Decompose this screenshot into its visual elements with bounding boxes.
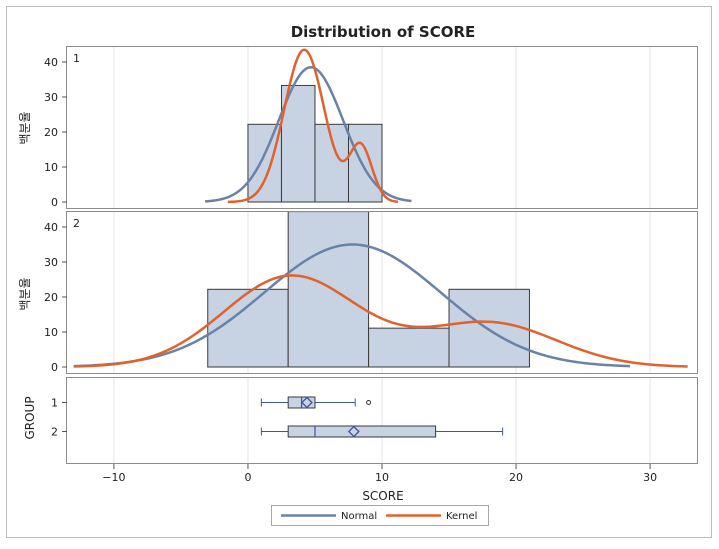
panel-1-ytick-label: 10 <box>44 161 58 174</box>
panel-1: 0 10 20 30 40 1 백분율 <box>18 46 698 209</box>
panel-2-ytick-label: 30 <box>44 256 58 269</box>
boxplot-boxes <box>260 396 504 438</box>
panel-2: 0 10 20 30 40 2 백분율 <box>18 211 698 374</box>
panel-2-bar <box>287 211 370 368</box>
panel-2-ytick-label: 10 <box>44 326 58 339</box>
x-tick-label: 30 <box>643 471 657 484</box>
panel-1-bar <box>347 123 383 203</box>
panel-1-y-axis-label: 백분율 <box>18 111 32 144</box>
boxplot-ytick-label: 2 <box>51 426 58 439</box>
panel-2-kernel-curve <box>73 274 688 368</box>
chart-title: Distribution of SCORE <box>291 23 476 41</box>
panel-1-ytick-label: 0 <box>51 196 58 209</box>
panel-2-bars <box>207 211 530 368</box>
panel-1-ytick-label: 30 <box>44 91 58 104</box>
panel-1-bar <box>280 84 316 203</box>
panel-1-ytick-label: 20 <box>44 126 58 139</box>
panel-1-ytick-label: 40 <box>44 56 58 69</box>
x-tick-label: 0 <box>244 471 251 484</box>
x-tick-label: 20 <box>509 471 523 484</box>
boxplot-y-axis: 12 <box>51 397 67 439</box>
panel-2-normal-curve <box>73 243 631 368</box>
panel-1-bars <box>247 84 383 203</box>
boxplot-border <box>66 377 698 464</box>
x-axis-label: SCORE <box>362 489 403 503</box>
x-tick-label: −10 <box>102 471 125 484</box>
panel-2-label: 2 <box>73 217 80 230</box>
panel-2-bar <box>207 288 289 368</box>
boxplot-panel: 12 GROUP <box>23 377 698 464</box>
panel-1-label: 1 <box>73 52 80 65</box>
panel-2-ytick-label: 20 <box>44 291 58 304</box>
box-mean-diamond <box>347 425 360 438</box>
x-tick-label: 10 <box>375 471 389 484</box>
panel-2-ytick-label: 0 <box>51 361 58 374</box>
boxplot-gridlines <box>113 378 651 463</box>
panel-2-ytick-label: 40 <box>44 221 58 234</box>
legend-kernel-label: Kernel <box>446 511 477 522</box>
box-mean-diamond <box>301 396 313 409</box>
panel-1-normal-curve <box>204 65 412 203</box>
panel-1-kernel-curve <box>227 48 399 204</box>
box-iqr <box>287 425 437 438</box>
panel-1-y-axis: 0 10 20 30 40 <box>44 56 67 209</box>
boxplot-ytick-label: 1 <box>51 397 58 410</box>
panel-2-y-axis-label: 백분율 <box>18 277 32 310</box>
panel-1-bar <box>247 123 282 203</box>
panel-2-y-axis: 0 10 20 30 40 <box>44 221 67 374</box>
panel-1-border <box>66 46 698 209</box>
box-outlier <box>366 400 372 405</box>
panel-2-bar <box>368 327 450 368</box>
x-axis: −10 0 10 20 30 <box>102 464 657 484</box>
boxplot-axis-label: GROUP <box>23 396 37 439</box>
panel-2-bar <box>448 288 530 368</box>
legend-normal-label: Normal <box>341 511 377 522</box>
legend: Normal Kernel <box>271 505 489 526</box>
legend-box <box>271 505 489 526</box>
panel-2-border <box>66 211 698 374</box>
